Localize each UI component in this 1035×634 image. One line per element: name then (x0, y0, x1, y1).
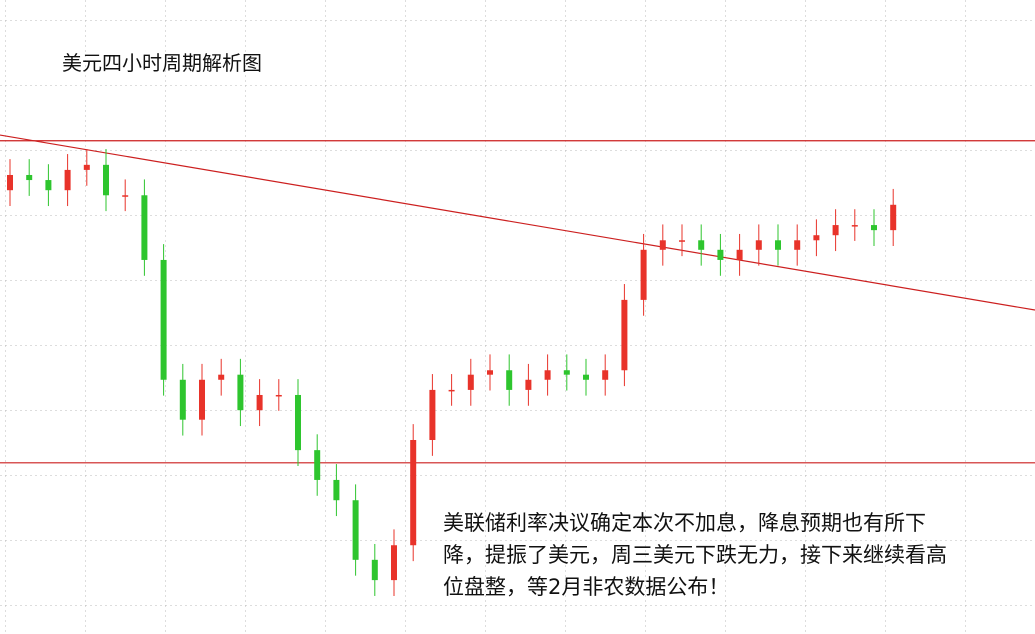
candle-body (391, 545, 397, 581)
candle-body (429, 389, 436, 440)
candle-body (679, 240, 685, 242)
candle-body (237, 374, 244, 411)
candle-body (314, 450, 321, 480)
candle-body (871, 225, 877, 231)
candle-body (698, 240, 705, 250)
candle-body (717, 249, 724, 260)
candle-body (890, 204, 897, 231)
candle-body (26, 174, 33, 181)
candle-body (640, 249, 647, 300)
candle-body (851, 225, 858, 227)
annotation: 降，提振了美元，周三美元下跌无力，接下来继续看高 (443, 543, 947, 567)
annotation: 美联储利率决议确定本次不加息，降息预期也有所下 (443, 511, 926, 535)
candle-body (832, 225, 839, 236)
candle-body (199, 379, 205, 420)
candle-body (525, 379, 532, 390)
candle-body (659, 240, 666, 250)
candle-body (448, 389, 455, 392)
candle-body (122, 195, 129, 197)
chart-title: 美元四小时周期解析图 (62, 51, 262, 75)
candle-body (103, 164, 109, 196)
candle-body (487, 370, 493, 375)
candle-body (64, 169, 71, 191)
candle-body (736, 249, 743, 260)
candle-body (218, 374, 225, 380)
candle-body (333, 479, 340, 501)
candle-body (256, 394, 263, 411)
annotation: 位盘整，等2月非农数据公布！ (443, 575, 729, 599)
candle-body (275, 394, 282, 397)
candle-body (141, 195, 148, 260)
candle-body (602, 370, 609, 380)
candle-body (544, 370, 551, 380)
candle-body (467, 374, 474, 390)
candle-body (83, 164, 90, 170)
candle-body (775, 240, 781, 250)
candle-body (179, 379, 186, 420)
candle-body (352, 500, 359, 560)
candle-body (371, 559, 378, 581)
candle-body (410, 439, 417, 546)
candle-body (506, 370, 513, 390)
candle-body (45, 180, 52, 191)
candle-body (295, 394, 301, 451)
candle-body (813, 235, 820, 241)
candle-body (7, 174, 13, 191)
candle-body (160, 259, 167, 380)
candle-body (583, 374, 589, 380)
candle-body (755, 240, 762, 250)
candle-body (563, 370, 570, 375)
candle-body (621, 299, 628, 371)
candle-body (794, 240, 801, 250)
trend-line (0, 134, 1035, 311)
